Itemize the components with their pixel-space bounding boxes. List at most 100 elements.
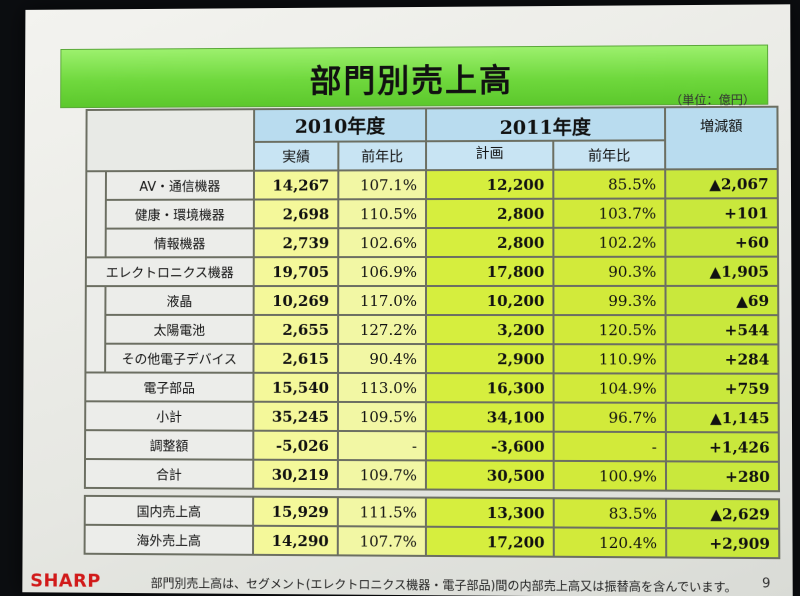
value-2010-yoy: 110.5% — [338, 199, 426, 228]
value-2010-actual: 2,739 — [254, 228, 338, 257]
value-diff: +280 — [666, 461, 779, 491]
value-2010-yoy: 113.0% — [338, 373, 426, 402]
footnote: 部門別売上高は、セグメント(エレクトロニクス機器・電子部品)間の内部売上高又は振… — [151, 574, 737, 595]
header-blank — [86, 109, 254, 171]
value-diff: +2,909 — [666, 528, 779, 558]
value-2011-plan: 17,800 — [426, 257, 553, 286]
value-2011-plan: 13,300 — [426, 498, 554, 528]
value-2010-actual: 35,245 — [253, 402, 338, 431]
value-2011-yoy: 110.9% — [554, 344, 666, 373]
value-2011-yoy: - — [554, 432, 666, 462]
value-2010-actual: 14,267 — [254, 170, 338, 199]
value-2011-yoy: 96.7% — [554, 402, 666, 432]
value-2010-yoy: 90.4% — [338, 344, 426, 373]
table-row: 液晶 10,269 117.0% 10,200 99.3% ▲69 — [86, 286, 779, 315]
slide-title: 部門別売上高 — [61, 54, 767, 104]
row-label: 電子部品 — [85, 372, 253, 401]
table-row: 電子部品 15,540 113.0% 16,300 104.9% +759 — [85, 372, 778, 403]
value-2010-actual: -5,026 — [253, 431, 338, 460]
value-diff: +1,426 — [666, 432, 779, 462]
value-2010-actual: 2,615 — [253, 344, 338, 373]
table-row: 海外売上高 14,290 107.7% 17,200 120.4% +2,909 — [85, 525, 780, 558]
value-2011-plan: -3,600 — [426, 431, 554, 461]
value-2011-yoy: 83.5% — [554, 498, 666, 528]
value-2010-yoy: 127.2% — [338, 315, 426, 344]
value-2011-plan: 17,200 — [426, 527, 554, 557]
value-2011-yoy: 99.3% — [553, 286, 665, 315]
sharp-logo: SHARP — [30, 570, 101, 591]
table-row: 国内売上高 15,929 111.5% 13,300 83.5% ▲2,629 — [85, 496, 779, 529]
table-row: 健康・環境機器 2,698 110.5% 2,800 103.7% +101 — [86, 198, 778, 228]
row-label: その他電子デバイス — [105, 344, 253, 373]
row-label: 海外売上高 — [85, 525, 254, 555]
value-diff: ▲2,067 — [665, 169, 778, 198]
value-2010-actual: 14,290 — [253, 526, 338, 556]
page-number: 9 — [762, 576, 771, 591]
value-2010-actual: 15,540 — [253, 373, 338, 402]
value-2011-yoy: 104.9% — [554, 373, 666, 402]
value-2011-yoy: 100.9% — [554, 461, 666, 491]
row-label: 健康・環境機器 — [106, 200, 254, 229]
value-2010-yoy: 107.7% — [338, 526, 426, 556]
value-2010-yoy: 117.0% — [338, 286, 426, 315]
value-diff: ▲1,905 — [665, 257, 778, 286]
row-label: 調整額 — [85, 430, 253, 460]
header-year-2011: 2011年度 — [426, 107, 665, 141]
sales-by-segment-table: 2010年度 2011年度 増減額 実績 前年比 計画 前年比 AV・通信機器 1… — [84, 106, 780, 493]
row-label: 小計 — [85, 401, 253, 430]
value-diff: ▲69 — [666, 286, 779, 315]
value-2010-actual: 10,269 — [254, 286, 339, 315]
value-2010-yoy: 109.5% — [338, 402, 426, 431]
domestic-overseas-table: 国内売上高 15,929 111.5% 13,300 83.5% ▲2,629 海外売上高 1… — [84, 495, 781, 559]
table-row: 合計 30,219 109.7% 30,500 100.9% +280 — [85, 459, 779, 491]
value-2011-plan: 10,200 — [426, 286, 553, 315]
value-2010-actual: 2,655 — [254, 315, 339, 344]
value-2011-plan: 2,800 — [426, 228, 553, 257]
value-2010-yoy: 106.9% — [338, 257, 426, 286]
row-label: エレクトロニクス機器 — [86, 257, 254, 286]
value-diff: ▲1,145 — [666, 403, 779, 433]
value-2011-plan: 2,800 — [426, 199, 553, 228]
row-label: 国内売上高 — [85, 496, 253, 526]
header-year-2010: 2010年度 — [254, 108, 426, 142]
header-yoy-2010: 前年比 — [338, 141, 426, 170]
header-actual: 実績 — [254, 142, 338, 171]
row-label: 太陽電池 — [105, 315, 253, 344]
value-diff: ▲2,629 — [666, 499, 779, 529]
value-2010-yoy: - — [338, 431, 426, 460]
table-row: その他電子デバイス 2,615 90.4% 2,900 110.9% +284 — [85, 344, 778, 374]
value-2011-plan: 34,100 — [426, 402, 554, 432]
value-2010-actual: 30,219 — [253, 460, 338, 489]
table-row: エレクトロニクス機器 19,705 106.9% 17,800 90.3% ▲1,905 — [86, 257, 778, 286]
value-2010-actual: 19,705 — [254, 257, 339, 286]
header-yoy-2011: 前年比 — [553, 140, 665, 169]
value-2011-yoy: 120.5% — [553, 315, 665, 344]
value-2011-plan: 2,900 — [426, 344, 554, 373]
value-diff: +759 — [666, 374, 779, 404]
row-label: 液晶 — [105, 286, 253, 315]
table-row: 情報機器 2,739 102.6% 2,800 102.2% +60 — [86, 227, 778, 257]
value-2011-yoy: 102.2% — [553, 228, 665, 257]
table-row: 調整額 -5,026- -3,600- +1,426 — [85, 430, 779, 462]
row-label: AV・通信機器 — [106, 171, 254, 200]
title-bar: 部門別売上高 （単位：億円） — [60, 45, 768, 109]
value-2010-yoy: 111.5% — [338, 497, 426, 527]
value-2011-yoy: 85.5% — [553, 169, 665, 198]
table-row: 小計 35,245 109.5% 34,100 96.7% ▲1,145 — [85, 401, 779, 432]
header-plan: 計画 — [426, 141, 553, 170]
value-2011-plan: 12,200 — [426, 170, 553, 199]
row-indent — [86, 171, 106, 257]
value-2010-actual: 15,929 — [253, 497, 338, 527]
value-diff: +101 — [665, 198, 778, 227]
value-2010-yoy: 102.6% — [338, 228, 426, 257]
value-2011-plan: 30,500 — [426, 460, 554, 490]
row-label: 情報機器 — [106, 228, 254, 257]
value-2011-yoy: 103.7% — [553, 198, 665, 227]
value-2010-actual: 2,698 — [254, 199, 338, 228]
value-2011-plan: 16,300 — [426, 373, 554, 402]
table-row: 太陽電池 2,655 127.2% 3,200 120.5% +544 — [86, 315, 779, 345]
value-2011-yoy: 90.3% — [553, 257, 665, 286]
value-diff: +284 — [666, 344, 779, 373]
value-diff: +60 — [665, 227, 778, 256]
row-indent — [85, 286, 105, 372]
